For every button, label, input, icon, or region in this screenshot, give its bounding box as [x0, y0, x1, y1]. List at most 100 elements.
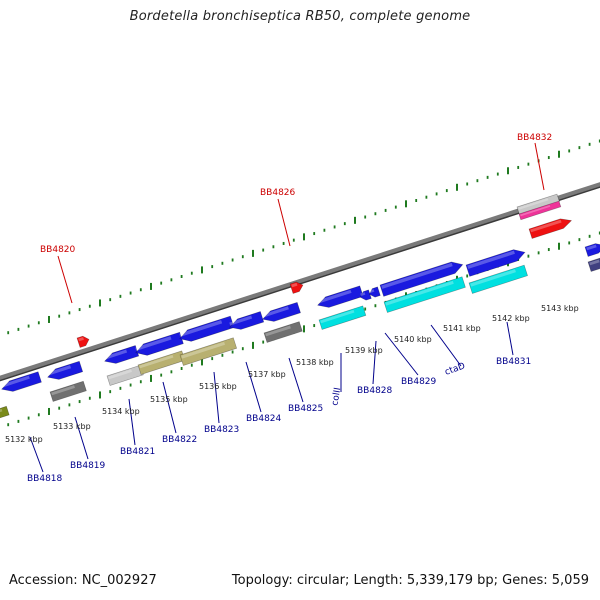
upper-tick-track [7, 139, 600, 335]
leader-BB4822 [162, 381, 177, 434]
label-ctaD: ctaD [444, 361, 467, 378]
gene-lightgrey-top-shine [518, 198, 549, 210]
leader-BB4820 [57, 255, 73, 304]
label-BB4826: BB4826 [260, 188, 296, 198]
gene-red-bb4826-shine [291, 282, 298, 288]
gene-blue-7 [262, 301, 301, 322]
gene-red-bb4820-shine [78, 337, 84, 342]
gene-blue-5-shine [179, 320, 223, 337]
gene-pink-shine [520, 205, 551, 217]
label-colII: colII [330, 387, 343, 407]
leader-BB4832 [534, 142, 545, 191]
accession-text: Accession: NC_002927 [9, 573, 157, 588]
gene-features [0, 193, 600, 419]
label-BB4822: BB4822 [162, 435, 197, 445]
gene-grey-1-shine [51, 385, 75, 396]
gene-lightgrey-1-shape [106, 364, 144, 386]
gene-red-bb4820-shape [76, 335, 90, 348]
gene-cyan-1-shine [320, 309, 355, 324]
gene-blue-1-shape [1, 371, 42, 392]
leader-BB4825 [288, 357, 304, 403]
leader-BB4828 [372, 340, 377, 385]
gene-blue-4-shine [135, 336, 172, 351]
label-BB4823: BB4823 [204, 425, 239, 435]
leader-BB4831 [506, 321, 514, 356]
leader-BB4824 [245, 361, 262, 413]
label-BB4824: BB4824 [246, 414, 282, 424]
kbp-label-5142-kbp: 5142 kbp [492, 314, 530, 323]
map-title: Bordetella bronchiseptica RB50, complete… [129, 9, 471, 24]
gene-red-bb4832 [528, 218, 573, 239]
gene-cyan-3-shine [470, 269, 516, 287]
leader-BB4829 [384, 332, 419, 376]
label-layer: 5132 kbp 5133 kbp 5134 kbp 5135 kbp 5136 kbp… [5, 133, 579, 484]
gene-blue-edge-shine [586, 244, 597, 251]
label-BB4829: BB4829 [401, 377, 437, 387]
kbp-label-5140-kbp: 5140 kbp [394, 335, 432, 344]
gene-blue-5-shape [179, 315, 235, 342]
kbp-label-5136-kbp: 5136 kbp [199, 382, 237, 391]
gene-blue-3 [104, 345, 140, 364]
gene-blue-2 [47, 360, 84, 380]
gene-navy-edge [587, 255, 600, 272]
gene-blue-12-shine [467, 250, 515, 269]
kbp-label-5139-kbp: 5139 kbp [345, 346, 383, 355]
gene-blue-10-shape [368, 286, 381, 298]
gene-blue-8-shape [317, 285, 364, 308]
gene-blue-11-shine [381, 262, 453, 289]
kbp-label-5138-kbp: 5138 kbp [296, 358, 334, 367]
gene-pink [518, 200, 562, 221]
kbp-label-5133-kbp: 5133 kbp [53, 422, 91, 431]
gene-blue-10-shine [369, 289, 375, 294]
gene-blue-9 [359, 289, 372, 301]
gene-blue-7-shine [262, 306, 289, 318]
label-BB4819: BB4819 [70, 461, 106, 471]
gene-khaki-2 [179, 337, 238, 366]
gene-blue-edge-shape [584, 243, 600, 257]
gene-khaki-2-shape [179, 337, 238, 366]
gene-blue-8 [317, 285, 364, 308]
gene-blue-8-shine [317, 289, 352, 304]
genome-summary-text: Topology: circular; Length: 5,339,179 bp… [231, 573, 589, 588]
gene-blue-12 [465, 249, 526, 277]
leader-BB4818 [29, 436, 44, 473]
gene-red-bb4832-shine [530, 219, 562, 233]
gene-pink-shape [518, 200, 562, 221]
gene-grey-2 [263, 321, 303, 343]
gene-grey-1 [49, 380, 87, 402]
gene-lightgrey-top [516, 193, 560, 215]
gene-red-bb4820 [76, 335, 90, 348]
gene-navy-edge-shape [587, 255, 600, 272]
label-BB4825: BB4825 [288, 404, 323, 414]
leader-BB4819 [74, 416, 89, 460]
gene-blue-edge [584, 243, 600, 257]
gene-blue-3-shape [104, 345, 140, 364]
gene-blue-11 [379, 261, 464, 297]
gene-cyan-3 [468, 264, 528, 294]
kbp-label-5132-kbp: 5132 kbp [5, 435, 43, 444]
gene-blue-12-shape [465, 249, 526, 277]
gene-blue-3-shine [104, 349, 128, 360]
gene-blue-9-shine [360, 292, 366, 297]
label-BB4832: BB4832 [517, 133, 552, 143]
gene-blue-1 [1, 371, 42, 392]
gene-blue-6 [229, 311, 265, 330]
gene-lightgrey-1 [106, 364, 144, 386]
gene-blue-4 [135, 331, 184, 356]
label-BB4828: BB4828 [357, 386, 393, 396]
gene-cyan-2-shine [385, 280, 454, 306]
kbp-label-5135-kbp: 5135 kbp [150, 395, 188, 404]
gene-blue-10 [368, 286, 381, 298]
leader-ctaD [430, 324, 462, 367]
gene-red-bb4826 [289, 281, 304, 294]
label-BB4821: BB4821 [120, 447, 155, 457]
gene-blue-6-shape [229, 311, 265, 330]
label-BB4818: BB4818 [27, 474, 63, 484]
gene-khaki-2-shine [181, 341, 226, 359]
gene-olive-edge-shine [0, 408, 3, 414]
gene-olive-edge [0, 405, 10, 419]
genome-backbone [0, 182, 600, 382]
gene-cyan-3-shape [468, 264, 528, 294]
gene-blue-4-shape [135, 331, 184, 356]
